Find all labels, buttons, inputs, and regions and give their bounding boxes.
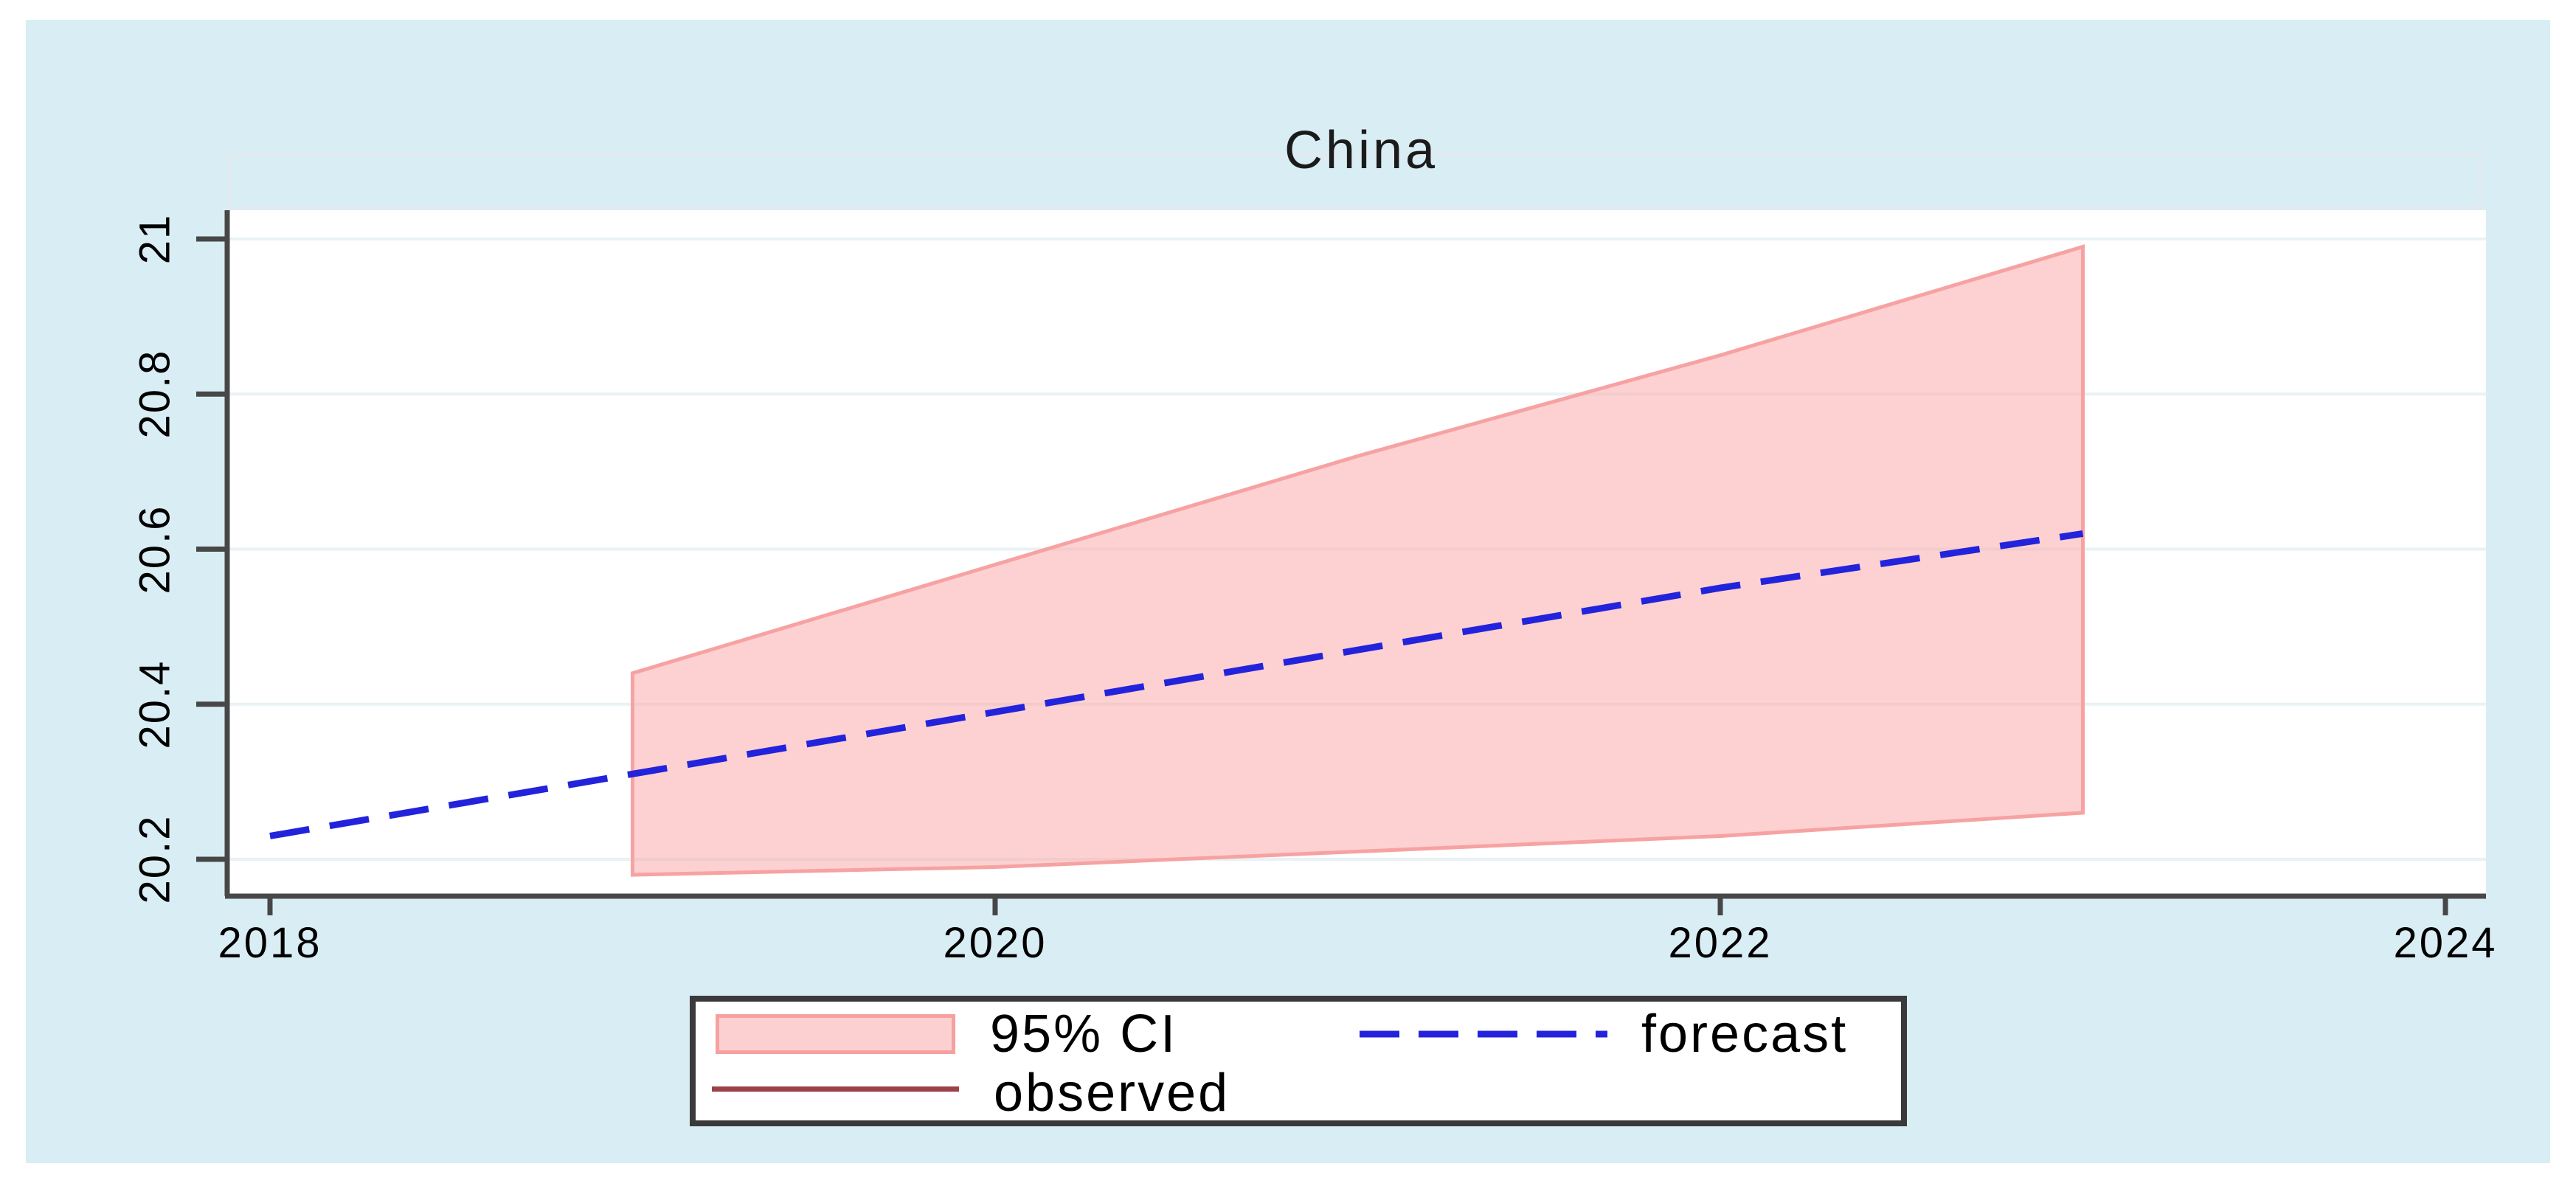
y-tick-label: 20.2 bbox=[131, 814, 179, 904]
ci-band-swatch bbox=[716, 1014, 955, 1054]
observed-line-sample bbox=[712, 1086, 959, 1092]
chart-canvas: China 21 20.8 20.6 20.4 20.2 2018 2020 2022 202… bbox=[26, 20, 2550, 1163]
x-tick-label: 2018 bbox=[218, 919, 322, 967]
legend-label-forecast: forecast bbox=[1641, 1005, 1849, 1064]
y-tick-label: 20.4 bbox=[131, 659, 179, 749]
y-tick-label: 20.8 bbox=[131, 349, 179, 439]
y-tick-label: 20.6 bbox=[131, 505, 179, 594]
forecast-line-sample bbox=[1360, 1030, 1607, 1038]
chart-title: China bbox=[1284, 121, 1438, 180]
x-tick-label: 2024 bbox=[2393, 919, 2498, 967]
x-tick-label: 2022 bbox=[1668, 919, 1773, 967]
plot-area bbox=[196, 210, 2486, 915]
forecast-line bbox=[269, 530, 2084, 839]
legend-label-ci: 95% CI bbox=[990, 1005, 1178, 1064]
x-tick-label: 2020 bbox=[943, 919, 1048, 967]
legend: 95% CI forecast observed bbox=[690, 996, 1907, 1126]
ci-band bbox=[631, 244, 2085, 877]
y-tick-label: 21 bbox=[131, 213, 179, 265]
header-band bbox=[227, 153, 2482, 210]
legend-label-observed: observed bbox=[994, 1064, 1230, 1123]
